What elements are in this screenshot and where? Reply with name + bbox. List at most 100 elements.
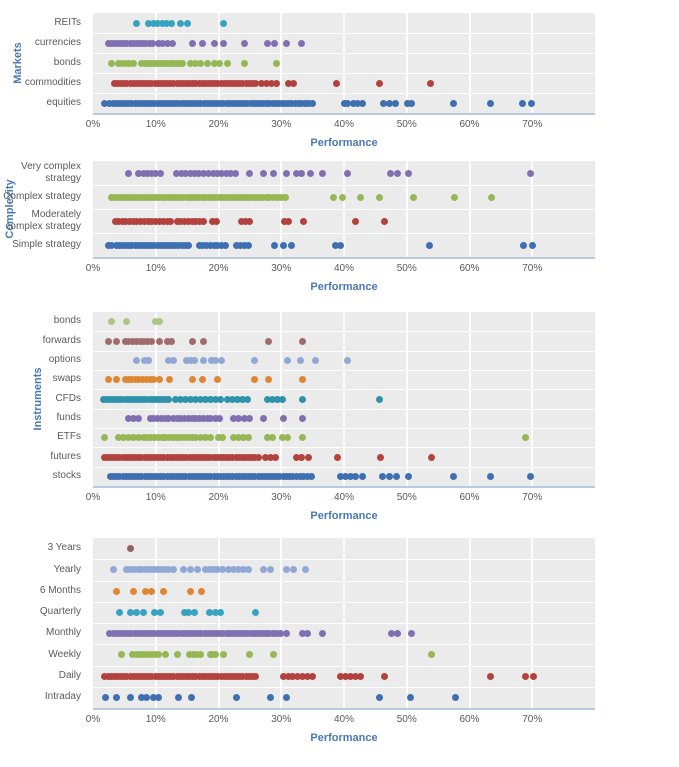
category-label-text: CFDs [55,392,81,404]
category-label: Weekly [0,644,88,665]
data-point [177,169,185,177]
data-point [129,587,137,595]
data-point [114,434,122,442]
data-point [332,79,340,87]
data-point [149,376,157,384]
data-point [280,217,288,225]
data-point [186,651,194,659]
data-point [192,414,200,422]
data-point [156,608,164,616]
data-point [224,395,232,403]
data-point [427,79,435,87]
gridline [280,13,283,113]
data-point [192,434,200,442]
data-point [201,566,209,574]
data-point [273,193,281,201]
data-point [211,414,219,422]
data-point [340,99,348,107]
data-point [260,169,268,177]
data-point [272,453,280,461]
data-point [181,217,189,225]
data-point [218,566,226,574]
data-point [268,79,276,87]
category-label: stocks [0,467,88,486]
data-point [158,19,166,27]
data-point [191,169,199,177]
data-point [121,337,129,345]
data-point [265,376,273,384]
data-point [159,217,167,225]
data-point [273,395,281,403]
data-point [282,169,290,177]
data-point [290,566,298,574]
data-point [134,169,142,177]
row-separator [93,209,595,210]
x-tick-label: 40% [333,119,355,130]
data-point [130,566,138,574]
row-separator [93,350,595,352]
data-point [166,217,174,225]
data-point [156,337,163,345]
data-point [186,169,194,177]
x-tick-label: 10% [145,714,166,725]
category-label-text: swaps [52,373,81,385]
x-tick-label: 50% [396,492,417,503]
data-point [199,356,207,364]
row-separator [93,93,595,94]
data-point [157,414,165,422]
data-point [356,672,364,680]
data-point [528,99,536,107]
data-point [301,99,309,107]
data-point [154,414,162,422]
x-tick-label: 0% [85,119,101,130]
category-label: Quarterly [0,602,88,623]
data-point [287,241,295,249]
x-tick-label: 60% [459,119,480,130]
data-point [142,376,150,384]
data-point [284,356,292,364]
data-point [245,566,253,574]
data-point [232,693,240,701]
data-point [309,672,317,680]
x-tick-label: 20% [208,263,229,274]
data-point [181,608,189,616]
category-label: REITs [0,13,88,33]
gridline [531,13,534,113]
data-point [241,414,249,422]
row-separator [93,331,595,333]
category-label-text: Moderately complex strategy [5,208,81,233]
data-point [252,79,260,87]
x-tick-label: 40% [333,492,355,503]
data-point [211,651,219,659]
data-point [118,59,126,67]
data-point [311,356,319,364]
data-point [220,39,228,47]
x-tick-label: 50% [396,714,417,725]
row-separator [93,559,595,561]
data-point [135,376,143,384]
data-point [337,472,345,480]
data-point [125,337,133,345]
data-point [258,193,266,201]
data-point [329,193,337,201]
data-point [376,79,384,87]
gridline [468,312,471,486]
data-point [139,608,147,616]
data-point [267,693,275,701]
data-point [196,217,204,225]
data-point [186,587,194,595]
data-point [165,395,173,403]
data-point [164,566,172,574]
x-tick-label: 0% [85,714,101,725]
data-point [527,169,535,177]
data-point [188,434,196,442]
data-point [241,59,249,67]
category-label: swaps [0,370,88,389]
data-point [177,217,185,225]
data-point [154,39,162,47]
data-point [405,169,413,177]
x-tick-label: 30% [271,119,292,130]
data-point [283,630,291,638]
data-point [203,59,211,67]
